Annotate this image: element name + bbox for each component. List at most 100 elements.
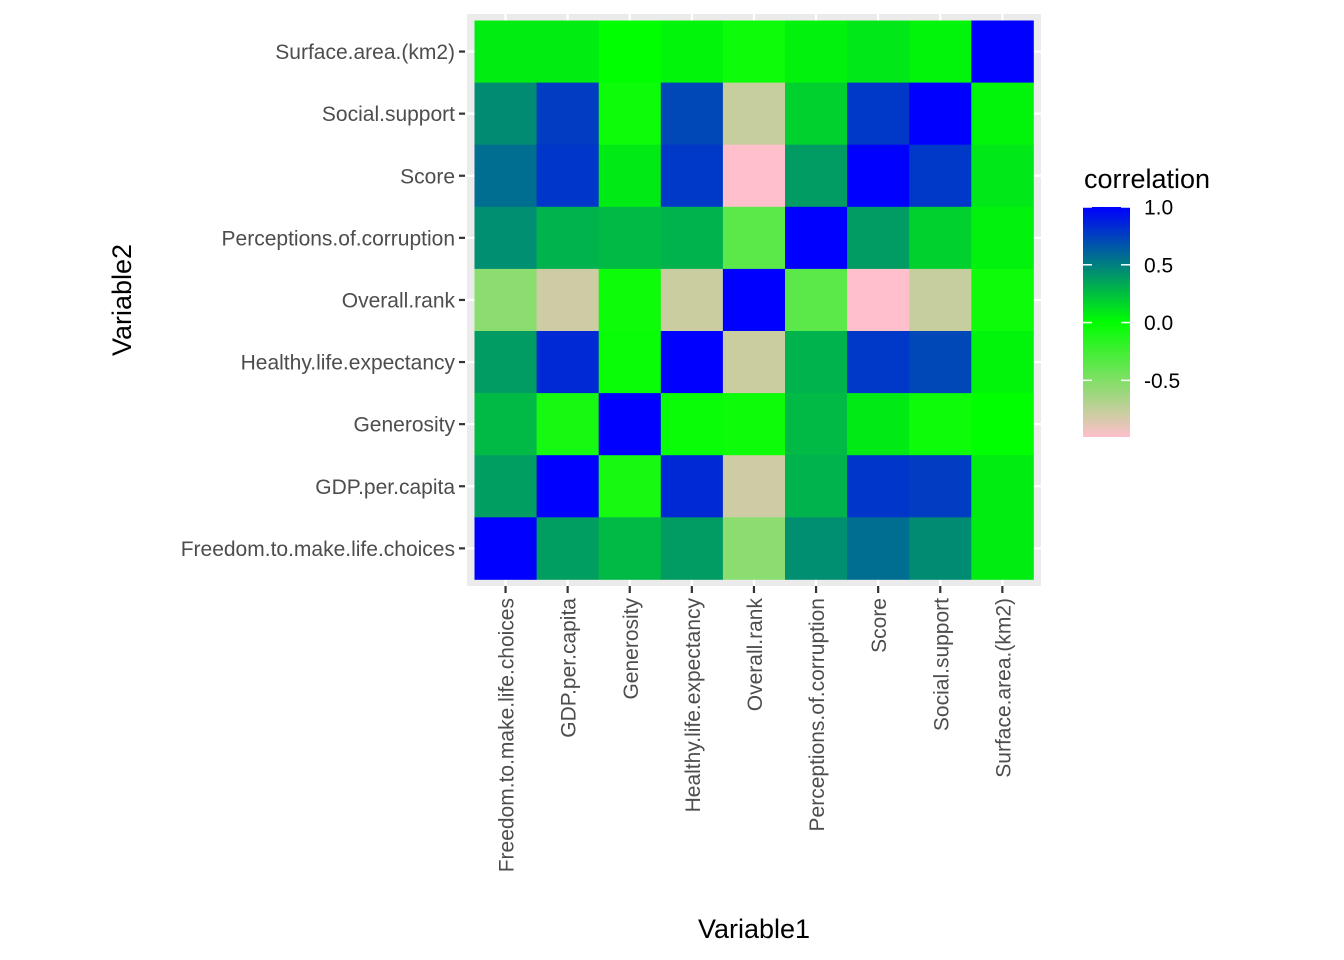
heatmap-tile — [536, 206, 600, 270]
y-tick-label: Freedom.to.make.life.choices — [181, 538, 455, 561]
heatmap-tile — [660, 144, 724, 208]
heatmap-tile — [660, 82, 724, 146]
heatmap-tile — [660, 517, 724, 580]
legend-label: -0.5 — [1144, 370, 1180, 393]
y-tick-label: Overall.rank — [342, 289, 456, 312]
heatmap-tile — [598, 268, 662, 332]
heatmap-tile — [785, 144, 848, 208]
heatmap-tile — [971, 206, 1034, 270]
heatmap-tile — [971, 331, 1034, 394]
heatmap-tile — [785, 393, 848, 456]
heatmap-tile — [598, 82, 662, 146]
x-tick-label: Social.support — [930, 598, 953, 731]
heatmap-tile — [474, 82, 537, 146]
y-tick-label: Score — [400, 165, 455, 188]
heatmap-tile — [598, 393, 662, 456]
heatmap-tile — [785, 455, 848, 518]
heatmap-tile — [847, 82, 910, 146]
heatmap-tile — [536, 20, 600, 83]
heatmap-tile — [909, 517, 972, 580]
legend-label: 0.5 — [1144, 254, 1173, 277]
heatmap-tile — [722, 206, 786, 270]
heatmap-tile — [785, 20, 848, 83]
heatmap-tile — [660, 206, 724, 270]
heatmap-tile — [474, 268, 537, 332]
heatmap-tile — [474, 144, 537, 208]
heatmap-tile — [722, 144, 786, 208]
heatmap-tile — [909, 20, 972, 83]
heatmap-tile — [598, 331, 662, 394]
heatmap-tile — [722, 455, 786, 518]
legend: correlation 1.0 0.5 0.0 -0.5 — [1083, 164, 1210, 437]
y-tick-label: GDP.per.capita — [315, 476, 455, 499]
heatmap-tile — [474, 331, 537, 394]
legend-label: 0.0 — [1144, 312, 1173, 335]
y-tick-label: Generosity — [353, 414, 455, 437]
heatmap-tile — [598, 144, 662, 208]
heatmap-tile — [847, 144, 910, 208]
y-axis: Surface.area.(km2) Social.support Score Per… — [181, 41, 465, 561]
heatmap-tile — [971, 144, 1034, 208]
heatmap-tile — [660, 20, 724, 83]
y-tick-label: Perceptions.of.corruption — [222, 227, 455, 250]
heatmap-tile — [722, 517, 786, 580]
heatmap-tile — [474, 206, 537, 270]
heatmap-tile — [722, 393, 786, 456]
heatmap-tile — [847, 268, 910, 332]
heatmap-tile — [785, 331, 848, 394]
heatmap-tile — [536, 517, 600, 580]
heatmap-tile — [722, 82, 786, 146]
x-tick-label: GDP.per.capita — [558, 598, 581, 738]
heatmap-tile — [909, 331, 972, 394]
x-tick-label: Surface.area.(km2) — [992, 598, 1015, 778]
x-tick-label: Freedom.to.make.life.choices — [496, 598, 519, 872]
heatmap-tile — [474, 455, 537, 518]
heatmap-tile — [536, 144, 600, 208]
heatmap-tile — [847, 20, 910, 83]
legend-label: 1.0 — [1144, 197, 1173, 220]
heatmap-tile — [847, 331, 910, 394]
heatmap-tile — [909, 455, 972, 518]
heatmap-tile — [536, 455, 600, 518]
y-tick-label: Social.support — [322, 103, 455, 126]
y-tick-label: Healthy.life.expectancy — [241, 352, 456, 375]
heatmap-tile — [847, 517, 910, 580]
heatmap-tile — [722, 20, 786, 83]
heatmap-tile — [474, 517, 537, 580]
heatmap-tile — [536, 82, 600, 146]
heatmap-tile — [909, 144, 972, 208]
heatmap-tile — [536, 393, 600, 456]
heatmap-tiles — [474, 20, 1034, 580]
heatmap-tile — [785, 206, 848, 270]
heatmap-tile — [909, 393, 972, 456]
heatmap-tile — [847, 455, 910, 518]
heatmap-tile — [660, 393, 724, 456]
heatmap-tile — [474, 20, 537, 83]
x-tick-label: Healthy.life.expectancy — [682, 598, 705, 813]
x-tick-label: Overall.rank — [744, 598, 767, 712]
heatmap-tile — [474, 393, 537, 456]
heatmap-tile — [785, 268, 848, 332]
heatmap-tile — [536, 268, 600, 332]
heatmap-tile — [909, 268, 972, 332]
x-tick-label: Perceptions.of.corruption — [806, 598, 829, 831]
heatmap-tile — [598, 20, 662, 83]
heatmap-tile — [971, 268, 1034, 332]
heatmap-tile — [660, 331, 724, 394]
heatmap-tile — [785, 82, 848, 146]
heatmap-tile — [722, 268, 786, 332]
heatmap-tile — [660, 455, 724, 518]
heatmap-tile — [722, 331, 786, 394]
heatmap-tile — [536, 331, 600, 394]
x-axis-title: Variable1 — [698, 914, 810, 944]
x-tick-label: Score — [868, 598, 891, 653]
heatmap-tile — [660, 268, 724, 332]
heatmap-tile — [785, 517, 848, 580]
heatmap-tile — [598, 517, 662, 580]
heatmap-tile — [847, 206, 910, 270]
y-axis-title: Variable2 — [107, 244, 137, 356]
legend-ticks: 1.0 0.5 0.0 -0.5 — [1083, 197, 1180, 393]
heatmap-tile — [971, 393, 1034, 456]
x-axis: Freedom.to.make.life.choices GDP.per.capi… — [496, 586, 1015, 872]
